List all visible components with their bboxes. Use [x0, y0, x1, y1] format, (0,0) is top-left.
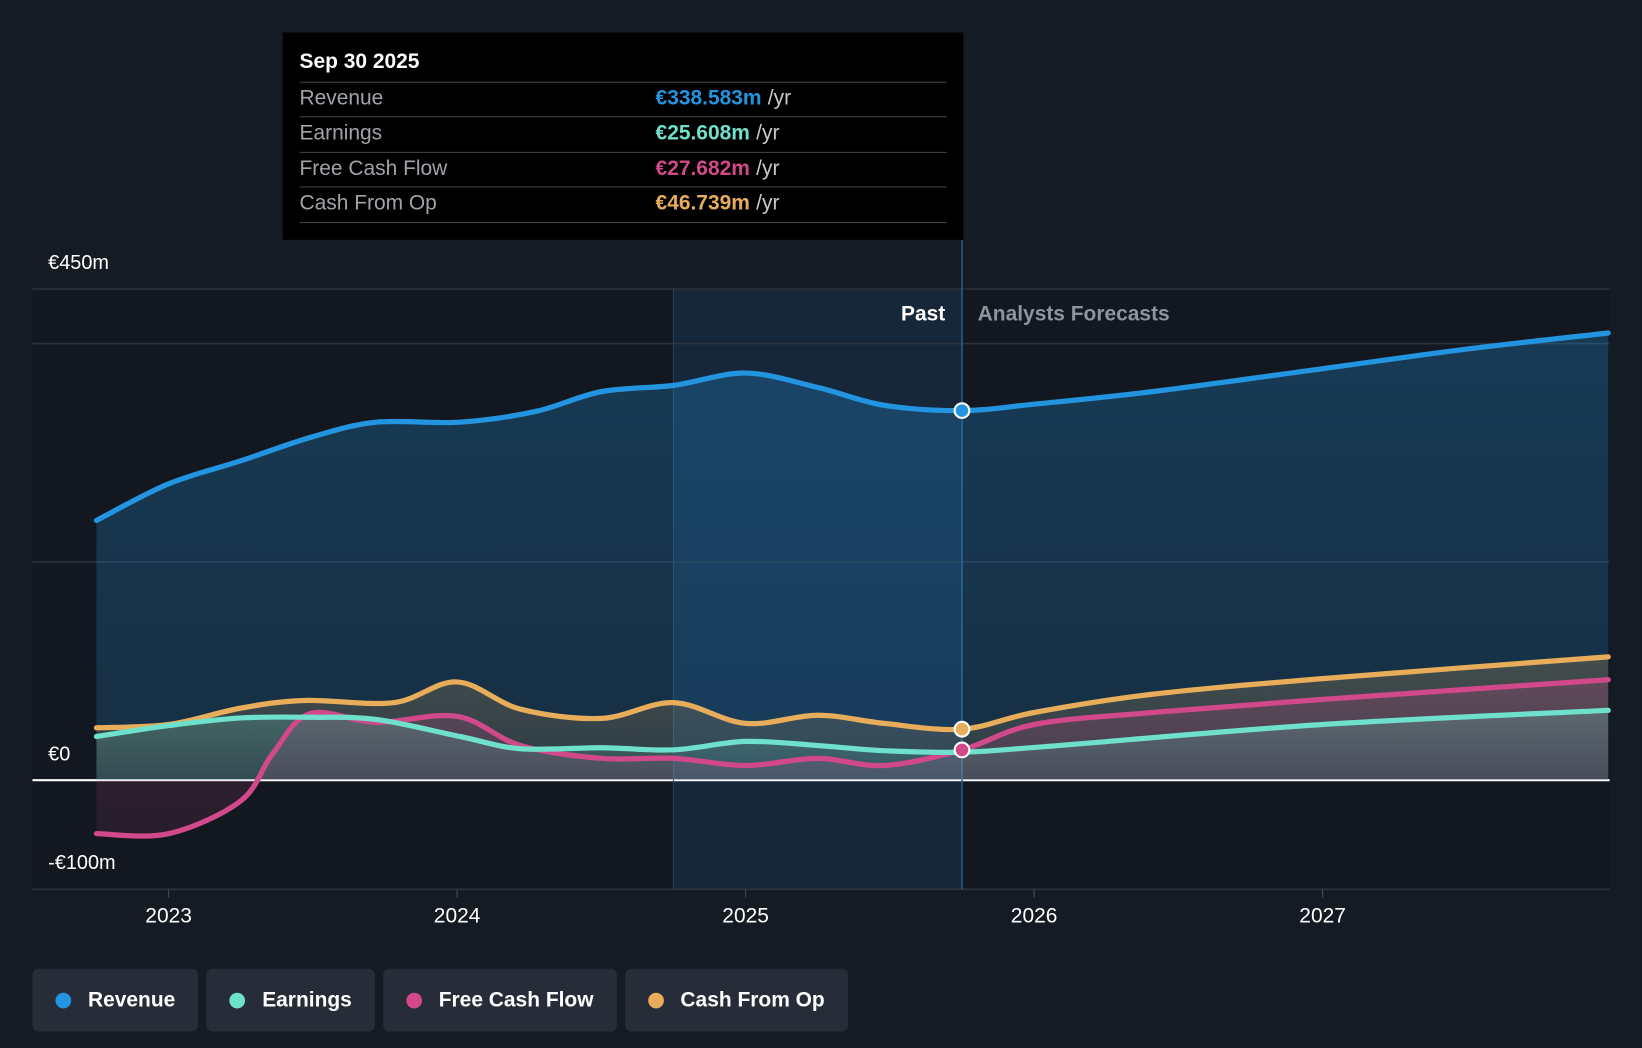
tooltip-row-cfo: Cash From Op €46.739m/yr	[299, 186, 947, 222]
forecast-label: Analysts Forecasts	[978, 302, 1170, 325]
x-tick-label: 2026	[1011, 905, 1058, 928]
line-earnings	[93, 707, 1611, 756]
marker-revenue	[953, 402, 971, 419]
tooltip-unit: /yr	[767, 86, 792, 110]
legend-label: Revenue	[87, 988, 176, 1012]
area-free-cash-flow	[96, 679, 1609, 837]
legend: Revenue Earnings Free Cash Flow Cash Fro…	[32, 968, 848, 1032]
legend-item-free-cash-flow[interactable]: Free Cash Flow	[383, 968, 617, 1032]
cfo-dot-icon	[647, 992, 664, 1008]
line-revenue	[93, 330, 1611, 524]
tooltip-date: Sep 30 2025	[299, 50, 420, 74]
line-free-cash-flow	[93, 677, 1611, 839]
area-earnings	[96, 710, 1609, 781]
x-tick-label: 2023	[145, 905, 192, 928]
tooltip-label: Cash From Op	[299, 191, 437, 215]
y-tick-label: -€100m	[48, 852, 116, 875]
tooltip-row-revenue: Revenue €338.583m/yr	[299, 81, 947, 118]
earnings-dot-icon	[229, 992, 246, 1008]
tooltip-value: €25.608m	[655, 121, 750, 145]
legend-label: Earnings	[262, 988, 352, 1012]
tooltip-row-fcf: Free Cash Flow €27.682m/yr	[299, 151, 947, 188]
tooltip-unit: /yr	[756, 121, 780, 145]
x-tick-label: 2025	[722, 905, 769, 928]
tooltip-value: €46.739m	[655, 191, 750, 215]
tooltip-unit: /yr	[756, 191, 780, 215]
legend-label: Free Cash Flow	[438, 988, 594, 1012]
legend-item-cash-from-op[interactable]: Cash From Op	[624, 968, 848, 1032]
y-tick-label: €0	[48, 743, 71, 766]
tooltip-unit: /yr	[756, 157, 780, 181]
past-label: Past	[901, 302, 945, 325]
y-tick-label: €450m	[48, 252, 110, 275]
fcf-dot-icon	[406, 992, 422, 1008]
legend-item-revenue[interactable]: Revenue	[32, 968, 199, 1032]
area-revenue	[96, 333, 1609, 781]
tooltip-row-earnings: Earnings €25.608m/yr	[299, 116, 947, 152]
legend-item-earnings[interactable]: Earnings	[206, 968, 375, 1032]
revenue-dot-icon	[55, 992, 72, 1008]
tooltip: Sep 30 2025 Revenue €338.583m/yr Earnings…	[282, 32, 964, 240]
x-tick-label: 2024	[434, 905, 481, 928]
tooltip-label: Revenue	[299, 86, 384, 110]
x-tick-label: 2027	[1299, 905, 1346, 928]
tooltip-divider	[299, 222, 947, 224]
line-cash-from-op	[93, 654, 1611, 733]
marker-free-cash-flow	[953, 741, 971, 759]
marker-cash-from-op	[953, 720, 971, 738]
legend-label: Cash From Op	[680, 988, 825, 1012]
tooltip-value: €338.583m	[655, 86, 762, 110]
tooltip-label: Earnings	[299, 121, 383, 145]
tooltip-value: €27.682m	[655, 157, 750, 181]
tooltip-label: Free Cash Flow	[299, 157, 448, 181]
